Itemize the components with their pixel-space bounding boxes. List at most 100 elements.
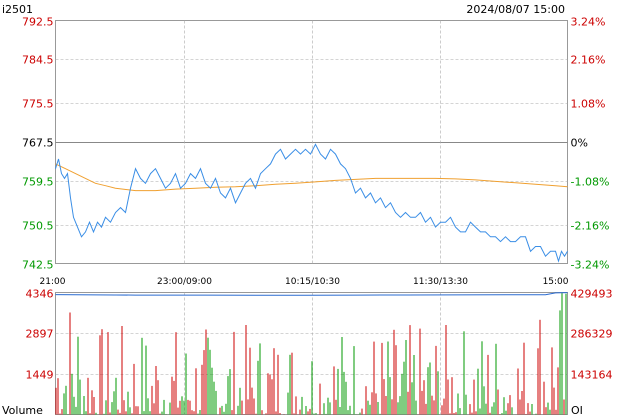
oi-axis: 429493 286329 143164 <box>571 288 613 382</box>
volume-bar <box>143 411 145 415</box>
volume-bar <box>389 377 391 415</box>
volume-bar <box>57 378 59 415</box>
volume-bar <box>185 353 187 415</box>
volume-bar <box>163 399 165 415</box>
volume-bar <box>99 335 101 415</box>
volume-bar <box>105 400 107 415</box>
volume-bar <box>159 413 161 415</box>
volume-bar <box>429 362 431 415</box>
volume-bar <box>161 411 163 415</box>
volume-bar <box>345 381 347 415</box>
volume-bar <box>151 385 153 415</box>
volume-bar <box>493 402 495 415</box>
volume-bar <box>403 361 405 415</box>
volume-bar <box>245 325 247 415</box>
volume-bar <box>401 373 403 415</box>
volume-bar <box>309 408 311 415</box>
volume-bar <box>441 405 443 415</box>
volume-bar <box>391 399 393 415</box>
volume-bar <box>171 376 173 415</box>
volume-bar <box>127 391 129 415</box>
volume-bar <box>437 371 439 415</box>
volume-bar <box>407 391 409 415</box>
volume-bar <box>157 380 159 415</box>
volume-bar <box>547 402 549 415</box>
volume-bar <box>335 399 337 415</box>
volume-bar <box>489 412 491 415</box>
volume-bar <box>529 411 531 415</box>
volume-bar <box>119 412 121 415</box>
volume-bar <box>145 345 147 415</box>
volume-axis: 4346 2897 1449 <box>26 288 54 382</box>
volume-bar <box>221 405 223 415</box>
volume-bar <box>479 408 481 415</box>
volume-bar <box>453 413 455 415</box>
volume-bar <box>289 354 291 415</box>
volume-bar <box>213 381 215 415</box>
average-price-line <box>55 163 568 192</box>
volume-bars <box>55 293 567 415</box>
volume-bar <box>549 409 551 415</box>
volume-bar <box>421 390 423 415</box>
volume-label: Volume <box>2 404 43 417</box>
volume-bar <box>87 377 89 415</box>
volume-bar <box>177 407 179 415</box>
volume-bar <box>405 340 407 415</box>
volume-tick-label: 2897 <box>26 328 54 341</box>
volume-bar <box>435 345 437 415</box>
volume-bar <box>393 329 395 415</box>
volume-bar <box>175 332 177 415</box>
volume-tick-label: 4346 <box>26 288 54 301</box>
volume-bar <box>301 396 303 415</box>
datetime-label: 2024/08/07 15:00 <box>466 3 565 16</box>
volume-bar <box>239 387 241 415</box>
volume-bar <box>413 355 415 415</box>
volume-bar <box>353 346 355 415</box>
volume-bar <box>95 412 97 415</box>
volume-bar <box>117 409 119 415</box>
time-tick-label: 15:00 <box>543 277 569 287</box>
oi-tick-label: 143164 <box>571 369 613 382</box>
volume-bar <box>483 386 485 415</box>
volume-bar <box>195 368 197 415</box>
volume-bar <box>55 387 57 415</box>
time-tick-label: 21:00 <box>40 277 66 287</box>
volume-bar <box>179 400 181 415</box>
volume-bar <box>527 403 529 415</box>
volume-bar <box>315 413 317 415</box>
percent-tick-label: 2.16% <box>571 54 606 67</box>
price-axis: 792.5 784.5 775.5 767.5 759.5 750.5 742.5 <box>22 16 54 272</box>
volume-bar <box>507 403 509 415</box>
volume-bar <box>349 405 351 415</box>
volume-bar <box>93 397 95 415</box>
volume-bar <box>61 409 63 415</box>
volume-bar <box>387 341 389 415</box>
volume-bar <box>153 403 155 415</box>
volume-bar <box>291 352 293 415</box>
volume-tick-label: 1449 <box>26 369 54 382</box>
volume-bar <box>385 396 387 415</box>
volume-bar <box>299 409 301 415</box>
volume-bar <box>205 329 207 415</box>
volume-bar <box>193 411 195 415</box>
volume-bar <box>223 411 225 415</box>
volume-bar <box>73 396 75 415</box>
volume-bar <box>113 391 115 415</box>
volume-bar <box>197 413 199 415</box>
oi-tick-label: 429493 <box>571 288 613 301</box>
volume-bar <box>267 373 269 415</box>
volume-bar <box>535 413 537 415</box>
volume-bar <box>487 354 489 415</box>
volume-bar <box>457 393 459 415</box>
volume-bar <box>463 331 465 415</box>
volume-bar <box>459 408 461 415</box>
volume-bar <box>395 345 397 415</box>
price-tick-label: 767.5 <box>22 137 54 150</box>
volume-bar <box>341 337 343 415</box>
volume-bar <box>375 393 377 415</box>
volume-bar <box>427 367 429 415</box>
volume-bar <box>85 411 87 415</box>
volume-bar <box>563 399 565 415</box>
volume-bar <box>111 402 113 415</box>
